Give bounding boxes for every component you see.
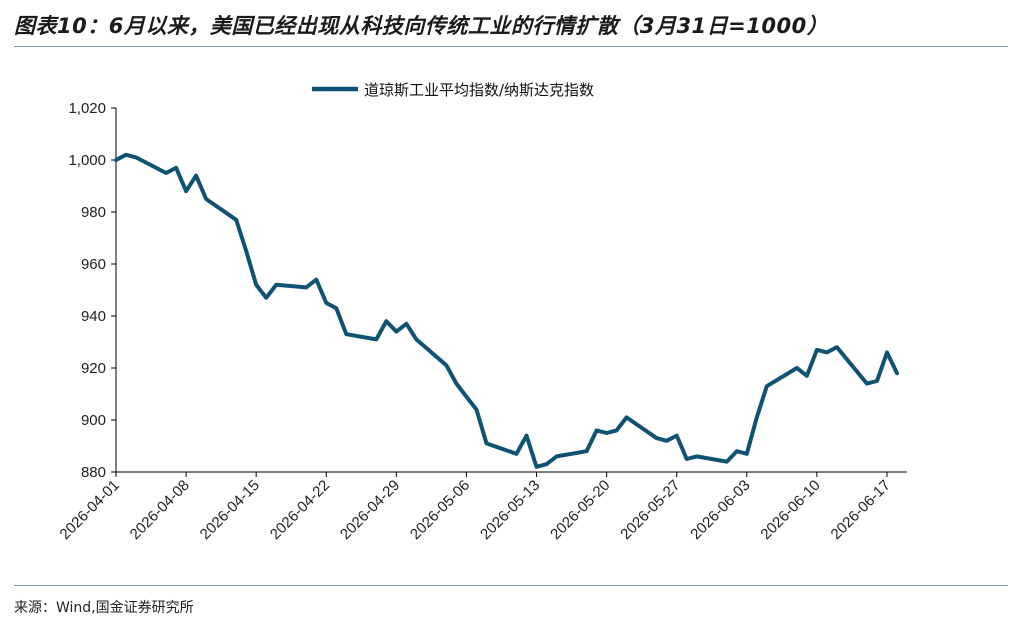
x-tick-label: 2026-04-15 [197, 477, 263, 543]
x-axis: 2026-04-01 2026-04-08 2026-04-15 2026-04-22… [57, 471, 907, 543]
x-tick-label: 2026-06-03 [687, 477, 753, 543]
x-tick-label: 2026-06-10 [757, 477, 823, 543]
line-chart: 道琼斯工业平均指数/纳斯达克指数 880 900 920 940 960 980 1,000… [57, 81, 907, 543]
legend: 道琼斯工业平均指数/纳斯达克指数 [312, 81, 594, 99]
top-rule [14, 46, 1008, 47]
x-tick-label: 2026-04-22 [267, 477, 333, 543]
y-tick-label: 940 [81, 308, 106, 325]
source-note: 来源：Wind,国金证券研究所 [14, 600, 194, 616]
y-tick-label: 960 [81, 256, 106, 273]
y-tick-label: 880 [81, 464, 106, 481]
x-tick-label: 2026-05-20 [547, 477, 613, 543]
series-line [114, 152, 899, 469]
figure-title: 图表10：6月以来，美国已经出现从科技向传统工业的行情扩散（3月31日=1000… [14, 14, 829, 38]
x-tick-label: 2026-05-13 [477, 477, 543, 543]
y-tick-label: 920 [81, 360, 106, 377]
y-tick-label: 1,020 [68, 100, 106, 117]
x-tick-label: 2026-06-17 [828, 477, 894, 543]
plot-area [114, 152, 899, 469]
y-tick-label: 1,000 [68, 152, 106, 169]
x-tick-label: 2026-04-08 [127, 477, 193, 543]
x-tick-label: 2026-04-01 [57, 477, 123, 543]
legend-label: 道琼斯工业平均指数/纳斯达克指数 [364, 81, 594, 99]
y-tick-label: 980 [81, 204, 106, 221]
y-axis: 880 900 920 940 960 980 1,000 1,020 [68, 100, 117, 481]
x-tick-label: 2026-04-29 [337, 477, 403, 543]
x-tick-label: 2026-05-06 [407, 477, 473, 543]
x-tick-label: 2026-05-27 [617, 477, 683, 543]
bottom-rule [14, 585, 1008, 586]
y-tick-label: 900 [81, 412, 106, 429]
